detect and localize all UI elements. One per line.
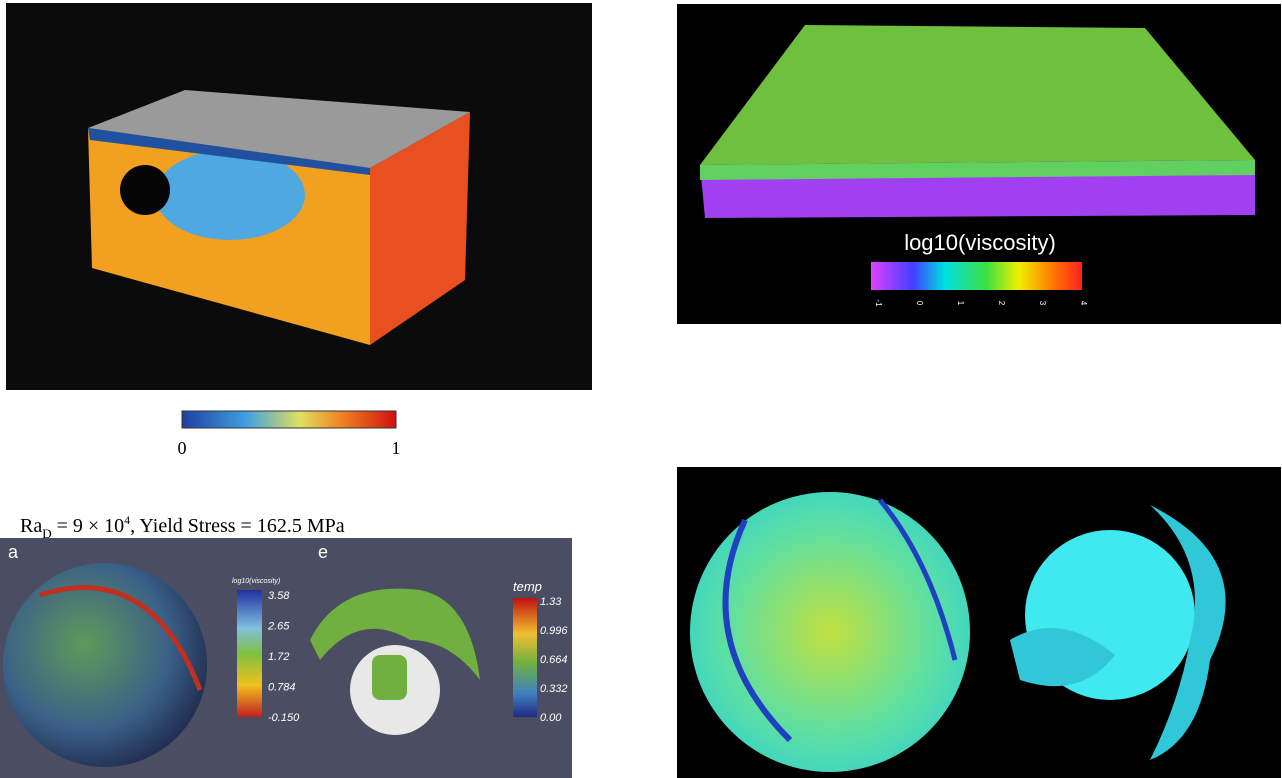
caption-part: , Yield Stress = 162.5 MPa [130,515,345,537]
subpanel-letter: e [318,542,328,562]
colorbar-label: 1 [392,438,401,458]
colorbar-tick-label: 1 [956,301,965,306]
caption-part: = 9 × 10 [52,515,125,537]
colorbar-tick-label: -1 [874,299,883,307]
colorbar-tick-label: 0.784 [268,682,296,694]
ridge [878,498,958,661]
colorbar [237,590,262,717]
colorbar-tick-label: 3 [1038,301,1047,306]
box-top [88,90,470,168]
colorbar-tick-label: 0.332 [540,683,568,695]
colorbar-tick-label: 1.33 [540,596,562,608]
subpanel-letter: a [8,542,19,562]
band [88,128,370,175]
plume [120,165,170,215]
colorbar [513,598,537,717]
ridge [722,518,793,743]
colorbar-title: temp [513,579,542,594]
plume-surface [310,588,480,680]
caption-part: Ra [20,515,42,537]
colorbar-tick-label: -0.150 [268,712,300,724]
caption-sub: D [42,526,51,541]
caption: RaD = 9 × 104, Yield Stress = 162.5 MPa [20,513,345,541]
box-side [370,112,470,345]
colorbar-title: log10(viscosity) [232,578,280,585]
colorbar [181,410,397,429]
plume-surface [1150,505,1226,760]
colorbar-tick-label: 0 [915,301,924,306]
colorbar [871,262,1082,290]
plume-surface [1010,628,1115,687]
sphere [3,563,207,767]
colorbar-tick-label: 0.00 [540,712,562,724]
colorbar-label: 0 [178,438,187,458]
colorbar-tick-label: 0.996 [540,625,568,637]
colorbar-tick-label: 1.72 [268,651,289,663]
colorbar-tick-label: 4 [1079,301,1088,306]
slab-edge [700,160,1255,180]
colorbar-tick-label: 3.58 [268,590,290,602]
colorbar-tick-label: 2.65 [267,621,290,633]
slab-top [700,25,1255,165]
colorbar-tick-label: 0.664 [540,654,568,666]
colorbar-title: log10(viscosity) [904,230,1056,255]
caption-sup: 4 [124,513,130,527]
ridge [39,585,203,691]
plume-surface [372,655,407,700]
sphere [690,492,970,772]
plume [155,150,305,240]
colorbar-tick-label: 2 [997,301,1006,306]
